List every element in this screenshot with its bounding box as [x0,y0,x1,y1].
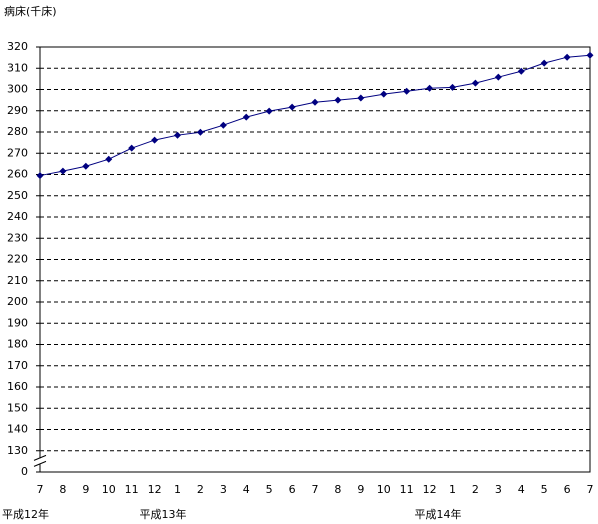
x-tick-label: 3 [495,483,502,496]
y-tick-label: 220 [7,253,28,266]
y-tick-label: 180 [7,338,28,351]
line [39,54,591,177]
marker [196,128,204,136]
y-tick-label: 320 [7,40,28,53]
y-tick-label: 210 [7,274,28,287]
y-tick-label: 0 [21,465,28,478]
x-tick-label: 11 [400,483,414,496]
marker [517,67,525,75]
marker [59,167,67,175]
x-tick-label: 3 [220,483,227,496]
y-tick-label: 250 [7,189,28,202]
x-tick-label: 7 [587,483,594,496]
x-group-label: 平成12年 [2,507,49,521]
axis-break-gap [34,458,46,465]
x-tick-label: 9 [82,483,89,496]
x-tick-label: 6 [289,483,296,496]
marker [174,131,181,139]
y-tick-label: 130 [7,444,28,457]
marker [334,96,342,104]
y-tick-label: 170 [7,359,28,372]
marker [540,59,548,67]
x-tick-label: 11 [125,483,139,496]
x-tick-label: 12 [148,483,162,496]
y-tick-label: 190 [7,316,28,329]
y-tick-label: 280 [7,125,28,138]
marker [288,103,296,111]
y-tick-label: 290 [7,104,28,117]
marker [403,87,411,95]
x-tick-label: 9 [357,483,364,496]
x-tick-label: 7 [312,483,319,496]
marker [311,98,319,106]
marker [380,90,388,98]
x-tick-label: 5 [266,483,273,496]
marker [426,84,434,92]
y-tick-label: 200 [7,295,28,308]
marker [242,113,250,121]
x-tick-label: 6 [564,483,571,496]
y-tick-label: 240 [7,210,28,223]
x-tick-label: 10 [102,483,116,496]
axis-break [33,454,47,461]
marker [151,136,159,144]
x-tick-label: 8 [59,483,66,496]
marker [105,155,113,163]
y-axis-label: 病床(千床) [4,4,57,18]
x-tick-label: 1 [174,483,181,496]
y-tick-label: 310 [7,61,28,74]
x-tick-label: 10 [377,483,391,496]
marker [265,107,273,115]
marker [36,172,44,180]
x-group-label: 平成14年 [415,507,462,521]
y-tick-label: 160 [7,380,28,393]
x-group-label: 平成13年 [140,507,187,521]
x-tick-label: 2 [197,483,204,496]
marker [563,53,571,61]
marker [471,79,479,87]
y-tick-label: 140 [7,423,28,436]
x-tick-label: 5 [541,483,548,496]
x-tick-label: 4 [518,483,525,496]
x-tick-label: 8 [334,483,341,496]
y-tick-label: 270 [7,146,28,159]
x-tick-label: 12 [423,483,437,496]
marker [128,144,136,152]
x-tick-label: 7 [37,483,44,496]
x-tick-label: 4 [243,483,250,496]
axis-break [33,460,47,467]
marker [82,162,90,170]
marker [449,83,456,91]
y-tick-label: 150 [7,401,28,414]
y-tick-label: 260 [7,168,28,181]
marker [494,73,502,81]
x-tick-label: 2 [472,483,479,496]
x-tick-label: 1 [449,483,456,496]
y-tick-label: 230 [7,231,28,244]
marker [586,51,594,59]
marker [357,94,365,102]
y-tick-label: 300 [7,83,28,96]
marker [219,121,227,129]
